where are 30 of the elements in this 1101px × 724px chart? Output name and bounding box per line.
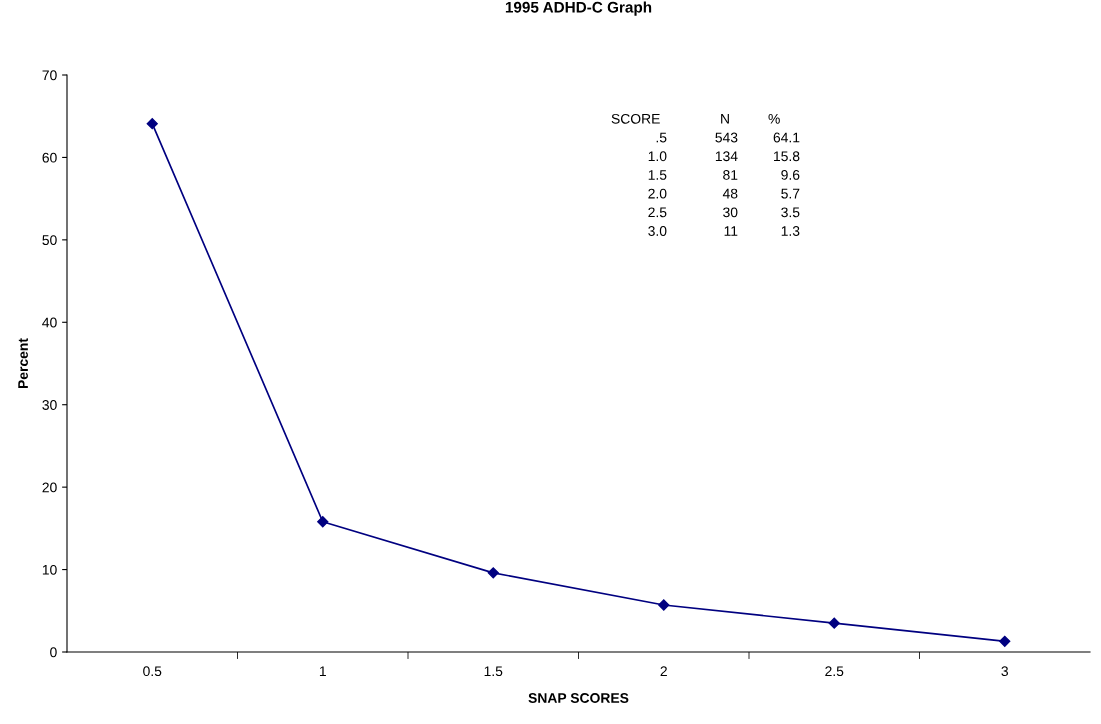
text: 3.0 11 1.3	[648, 226, 800, 236]
y-tick-label: 10	[42, 564, 57, 575]
point	[317, 516, 329, 528]
x-tick-label: 0.5	[143, 666, 162, 677]
text: 1.0 134 15.8	[648, 151, 800, 162]
y-tick-label: 40	[42, 317, 57, 328]
y-axis-title: Percent	[18, 338, 28, 389]
point	[999, 635, 1011, 647]
y-tick-label: 0	[50, 647, 57, 658]
x-tick-label: 2.5	[825, 666, 844, 677]
text: .5 543 64.1	[656, 132, 800, 143]
y-tick-label: 70	[42, 70, 57, 81]
x-tick-label: 1	[319, 666, 326, 676]
text: 2.0 48 5.7	[648, 188, 800, 199]
y-tick-label: 20	[42, 482, 57, 493]
point	[487, 567, 499, 579]
x-axis-title: SNAP SCORES	[528, 693, 629, 703]
x-tick-label: 2	[660, 666, 667, 676]
text: 2.5 30 3.5	[648, 207, 800, 218]
x-tick-label: 3	[1001, 666, 1008, 677]
text: SCORE N %	[611, 113, 780, 124]
point	[658, 599, 670, 611]
point	[828, 617, 840, 629]
y-tick-label: 30	[42, 400, 57, 410]
point	[146, 118, 158, 130]
y-tick-label: 50	[42, 235, 57, 246]
y-tick-label: 60	[42, 152, 57, 163]
x-tick-label: 1.5	[484, 666, 503, 677]
text: 1.5 81 9.6	[648, 169, 800, 180]
chart-title: 1995 ADHD-C Graph	[505, 1, 652, 16]
